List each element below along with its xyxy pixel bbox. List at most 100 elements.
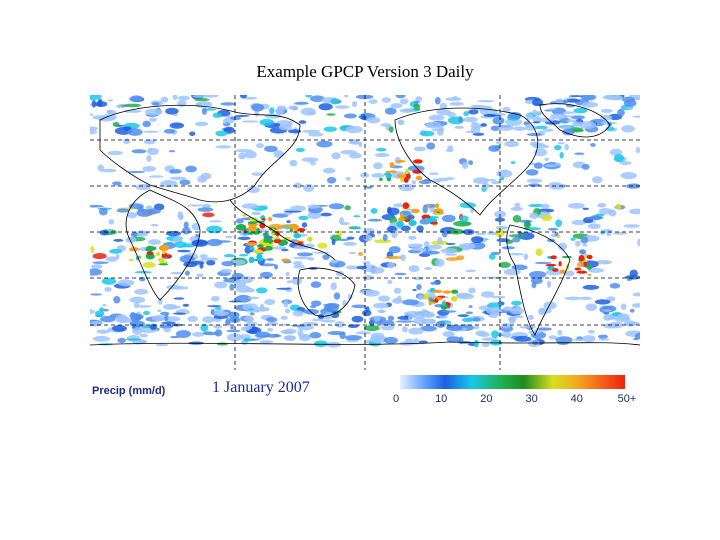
precip-patch [281,329,293,335]
precip-patch [177,249,191,253]
precip-patch [113,238,124,242]
precip-patch [461,317,474,323]
precip-core [307,236,313,242]
precip-patch [582,243,588,247]
precip-patch [591,176,603,184]
precip-patch [612,232,628,235]
precip-core [379,177,383,181]
precip-patch [384,107,397,115]
precip-patch [576,262,586,268]
precip-patch [472,317,481,322]
precip-patch [602,309,612,312]
precip-patch [147,147,153,152]
precip-patch [503,169,508,174]
precip-patch [330,234,342,242]
precip-patch [235,285,251,293]
precip-core [385,172,392,179]
precip-patch [491,295,506,299]
precip-patch [525,113,533,120]
precip-patch [144,108,163,116]
precip-patch [394,272,407,276]
precip-patch [574,152,585,155]
precip-patch [276,287,292,290]
precip-core [288,223,298,230]
precip-core [440,303,448,310]
precip-patch [194,98,210,102]
precip-patch [115,254,120,260]
precip-patch [368,99,378,104]
precip-patch [457,314,470,317]
precip-patch [536,327,552,331]
precip-patch [494,217,506,222]
precip-patch [286,220,291,224]
precip-core [264,245,273,251]
precip-patch [408,327,424,335]
precip-patch [251,103,265,112]
precip-patch [357,251,364,257]
precip-patch [411,314,426,319]
precip-patch [169,176,187,180]
precip-patch [395,320,414,323]
precip-patch [514,335,532,342]
precip-patch [424,266,432,271]
precip-patch [498,261,511,269]
precip-patch [286,280,292,284]
precip-patch [316,140,333,148]
precip-patch [605,95,622,100]
precip-patch [488,145,500,152]
precip-patch [446,336,462,343]
precip-patch [549,113,568,120]
precip-patch [170,335,180,339]
colorbar-tick-label: 20 [480,393,492,405]
precip-patch [100,315,116,323]
precip-patch [187,315,199,322]
precip-patch [345,125,363,134]
precip-patch [579,296,592,300]
precip-patch [529,212,539,219]
precip-patch [545,269,563,276]
precip-patch [458,116,463,124]
precip-patch [194,121,209,127]
precip-patch [115,316,132,324]
precip-core [434,298,439,303]
precip-patch [207,305,222,308]
precip-patch [386,206,392,215]
precip-core [272,237,281,240]
precip-patch [564,143,569,151]
precip-patch [441,214,456,223]
precip-patch [199,262,204,269]
precip-patch [381,97,392,103]
precip-patch [531,281,537,289]
precip-patch [570,115,585,120]
precip-patch [508,112,522,120]
precip-patch [423,311,434,317]
precip-patch [366,116,381,124]
precip-patch [637,238,640,247]
precip-patch [226,329,241,333]
precip-core [283,236,291,241]
precip-patch [413,103,421,111]
precip-patch [177,99,187,107]
precip-core [545,263,557,267]
precip-patch [287,129,302,134]
precip-patch [96,329,110,334]
precip-patch [173,297,185,300]
precip-core [400,177,405,183]
precip-patch [237,236,251,241]
precip-patch [273,150,285,158]
precip-patch [299,335,311,342]
title: Example GPCP Version 3 Daily [256,62,474,81]
precip-patch [179,179,191,186]
precip-patch [531,142,545,148]
precip-patch [331,152,341,160]
precip-core [424,217,430,221]
precip-patch [215,130,228,137]
precip-patch [127,128,143,136]
precip-patch [288,105,299,110]
precip-patch [255,306,270,312]
precip-patch [531,109,538,116]
precip-patch [285,271,290,277]
precip-patch [510,206,524,211]
precip-patch [525,169,539,176]
precip-patch [170,271,184,275]
